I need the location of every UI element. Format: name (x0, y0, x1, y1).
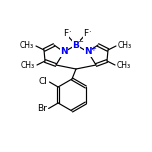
Text: CH₃: CH₃ (117, 62, 131, 71)
Text: N: N (84, 47, 92, 57)
Text: −: − (78, 39, 83, 45)
Text: F: F (63, 29, 69, 38)
Text: Cl: Cl (39, 78, 47, 86)
Text: B: B (73, 40, 79, 50)
Text: N: N (60, 47, 68, 57)
Text: CH₃: CH₃ (20, 40, 34, 50)
Text: CH₃: CH₃ (21, 62, 35, 71)
Text: F: F (83, 29, 89, 38)
Text: Br: Br (37, 104, 47, 113)
Text: CH₃: CH₃ (118, 40, 132, 50)
Text: +: + (90, 46, 96, 52)
Text: .: . (68, 26, 70, 35)
Text: .: . (88, 26, 90, 35)
